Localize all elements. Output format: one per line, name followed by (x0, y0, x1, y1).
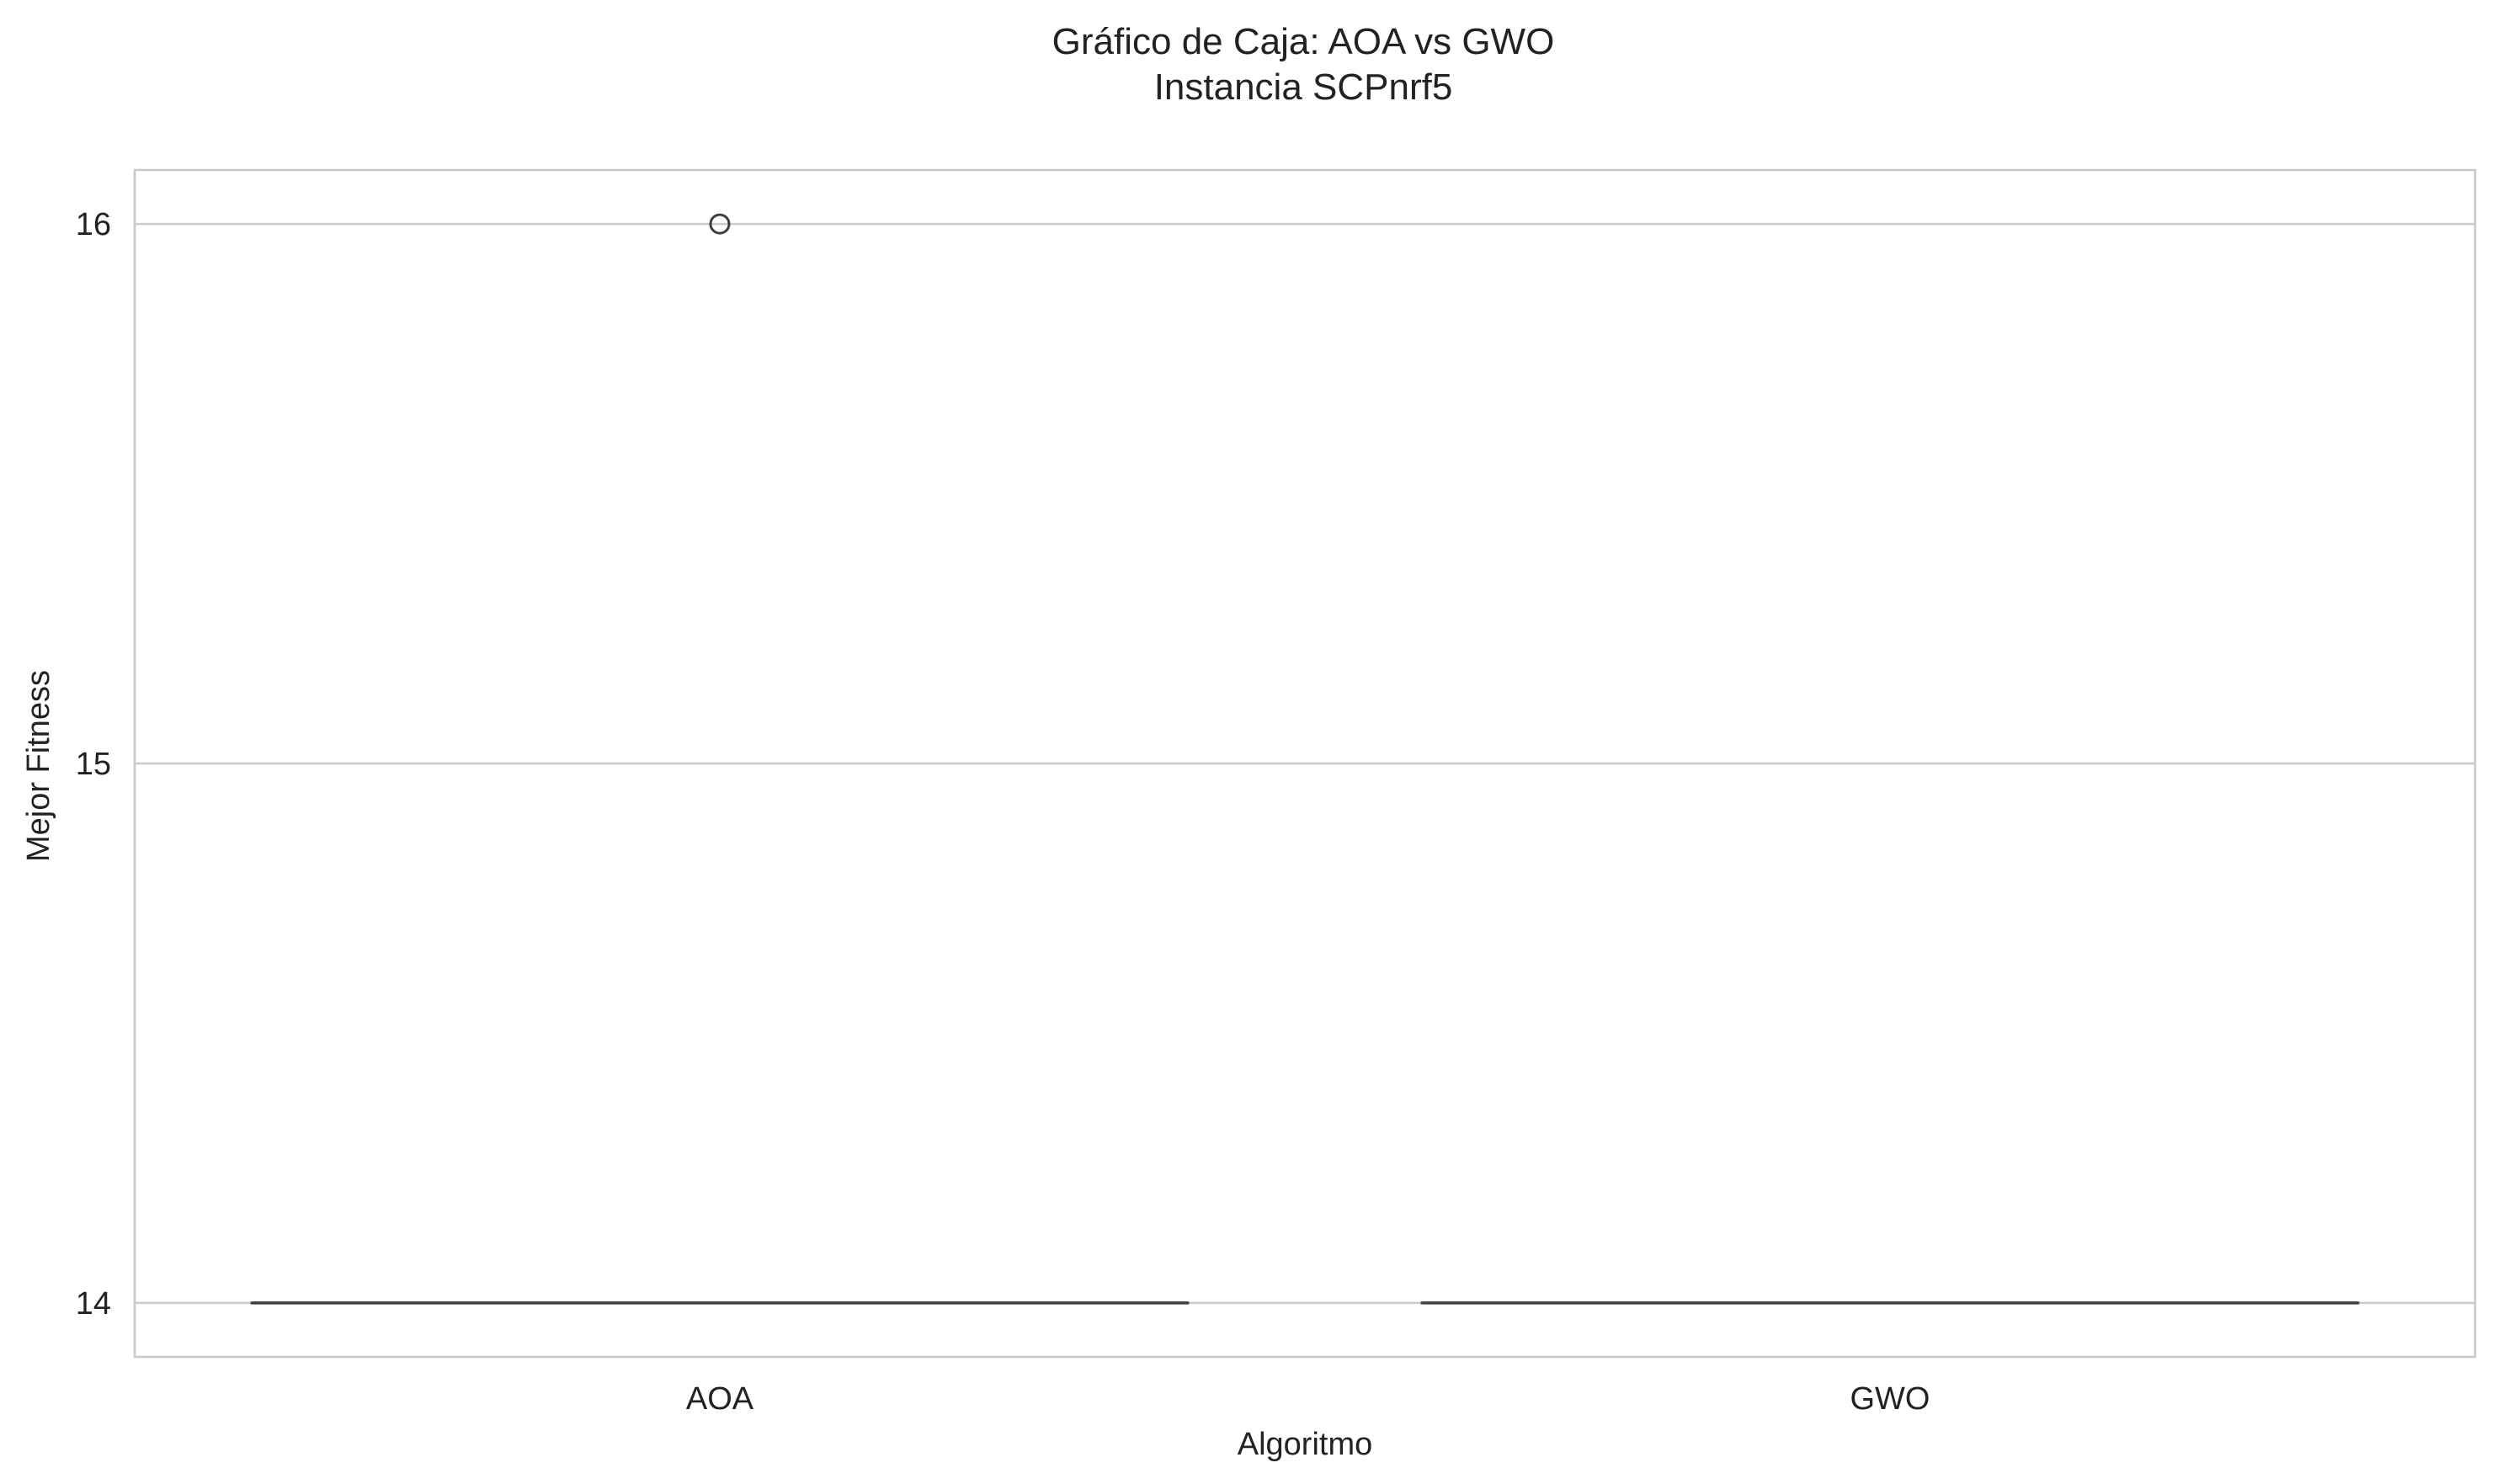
x-tick-labels: AOA GWO (686, 1381, 1930, 1417)
chart-subtitle: Instancia SCPnrf5 (1154, 66, 1453, 108)
y-tick-label: 14 (76, 1286, 111, 1322)
outlier-point (709, 213, 731, 235)
y-tick-label: 15 (76, 747, 111, 782)
y-tick-labels: 14 15 16 (76, 207, 111, 1322)
x-tick-label: GWO (1850, 1381, 1930, 1417)
plot-frame (133, 168, 2477, 1359)
grid-lines (135, 222, 2475, 1305)
box-aoa (250, 213, 1190, 1305)
x-axis-label: Algoritmo (1238, 1427, 1373, 1462)
chart-title: Gráfico de Caja: AOA vs GWO (1052, 21, 1555, 62)
x-tick-label: AOA (686, 1381, 754, 1417)
box-series (250, 213, 2360, 1305)
y-axis-label: Mejor Fitness (21, 670, 56, 862)
y-tick-label: 16 (76, 207, 111, 242)
